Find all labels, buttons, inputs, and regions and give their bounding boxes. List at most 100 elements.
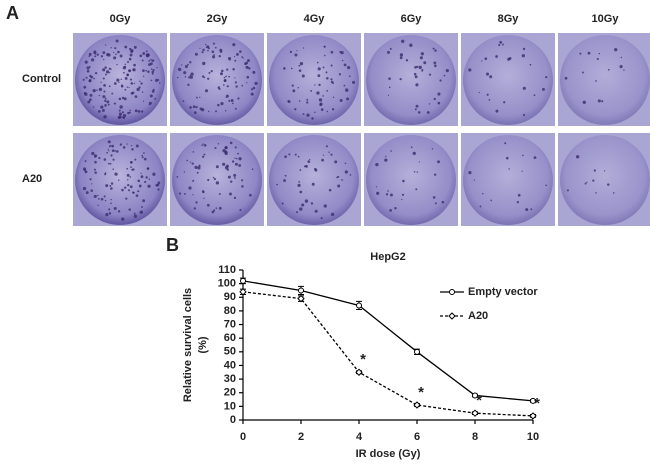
y-tick-label: 70 [224,318,236,330]
colony [245,65,249,69]
colony [330,64,333,67]
colony [141,154,143,157]
point [413,401,421,409]
colony [133,82,136,85]
colony [121,111,124,114]
colony [296,211,299,214]
colony [203,197,205,199]
colony [309,158,311,161]
plate [172,135,262,225]
colony [314,111,316,114]
colony [143,152,145,154]
colony [215,110,217,113]
colony [127,189,131,192]
x-axis-label: IR dose (Gy) [356,448,421,460]
colony [592,179,595,182]
colony [202,190,205,193]
colony [108,212,112,215]
colony [508,168,510,170]
colony [310,89,313,92]
colony [215,165,219,169]
colony [234,81,237,84]
colony [142,199,146,203]
colony [290,67,293,70]
colony [242,57,244,59]
colony [189,161,192,163]
colony [432,47,435,50]
colony [113,102,117,105]
colony [128,57,132,61]
colony [105,73,107,76]
colony [183,71,187,75]
colony [127,111,130,115]
colony [108,67,111,70]
colony [217,103,220,107]
colony [189,74,191,77]
colony [481,60,483,62]
colony [156,66,158,69]
colony [197,166,201,170]
colony [110,187,113,190]
colony [339,99,343,103]
colony [192,194,194,196]
colony [97,204,99,207]
colony [317,67,321,71]
colony [328,188,332,192]
colony [533,156,537,160]
colony [418,161,421,163]
panel-label: B [166,235,179,255]
colony [180,64,183,66]
colony [318,83,321,87]
colony [104,99,107,102]
colony [93,168,96,171]
colony [314,209,318,213]
colony [439,79,442,82]
colony [229,180,233,183]
colony [488,98,491,101]
colony [189,106,192,109]
colony [375,186,378,188]
colony [306,101,309,104]
colony [230,99,234,102]
colony [340,50,344,55]
colony [90,189,93,192]
colony [246,82,248,84]
colony [85,191,89,194]
colony [201,51,204,54]
point [471,409,479,417]
colony [121,217,125,221]
colony [102,68,106,72]
colony [110,202,112,205]
column-label: 6Gy [401,13,423,25]
colony [156,183,160,187]
series-line [242,291,534,417]
colony [92,88,96,93]
colony [582,100,586,104]
colony [389,208,392,212]
colony [525,208,529,212]
colony [110,47,112,49]
colony [208,71,211,74]
colony-photos: 0Gy Control A20 2Gy 4Gy 6Gy 8Gy 10Gy [22,13,650,226]
point [414,348,420,355]
colony [241,84,244,87]
colony [441,200,445,204]
colony [126,143,128,145]
colony [129,176,132,178]
colony [207,178,210,182]
colony [120,78,123,81]
colony [224,110,227,112]
colony [545,184,547,187]
colony [331,108,335,111]
colony [152,172,156,176]
colony [405,59,409,62]
y-tick-label: 110 [218,264,236,276]
colony [88,79,92,83]
colony [124,45,128,49]
colony [140,82,143,85]
colony [151,59,155,63]
colony [235,85,238,88]
colony [316,91,320,95]
colony [150,68,153,70]
colony [135,144,139,148]
